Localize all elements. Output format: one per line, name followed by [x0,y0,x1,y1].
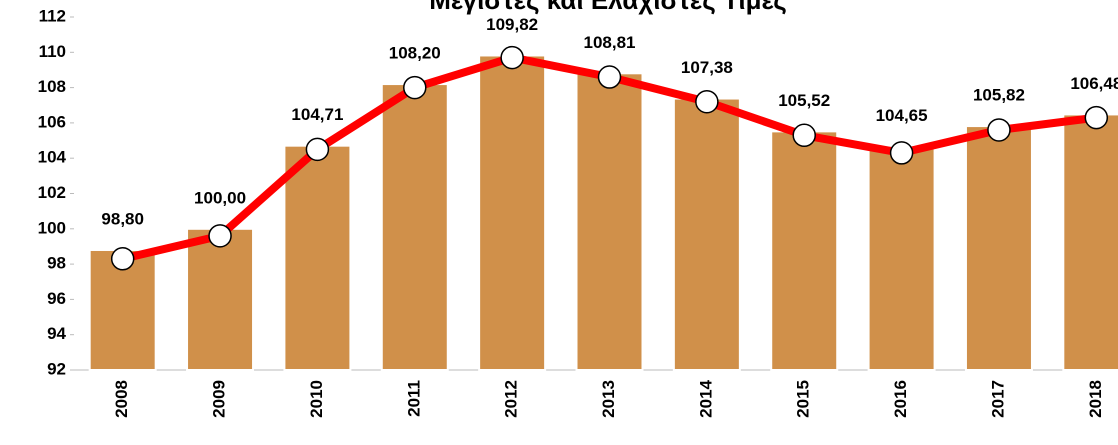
line-marker [403,75,427,100]
y-tick-label: 104 [38,148,67,167]
line-marker [792,123,816,148]
x-tick-label: 2014 [696,379,715,417]
line-marker [208,224,232,248]
line-marker [500,45,524,70]
x-tick-label: 2016 [891,380,910,418]
y-tick-label: 102 [38,183,66,202]
y-tick-label: 96 [47,289,66,308]
y-tick-label: 112 [39,6,66,25]
value-label: 105,52 [778,91,830,110]
line-marker [889,141,914,165]
x-tick-label: 2015 [794,380,813,418]
value-label: 108,20 [389,44,441,63]
y-tick-label: 110 [39,42,66,61]
x-tick-label: 2011 [404,380,423,417]
line-marker [987,118,1011,142]
chart-title: Μέγιστες και Ελάχιστες Τιμές [429,0,787,15]
y-tick-label: 108 [38,77,66,96]
y-tick-label: 92 [47,359,66,378]
line-marker [1084,105,1109,130]
bar [186,227,255,371]
x-tick-label: 2018 [1086,380,1105,418]
line-marker [305,137,330,162]
bar [575,72,644,371]
bar [283,144,352,371]
x-tick-label: 2012 [502,380,521,418]
bar [770,130,839,371]
value-label: 107,38 [681,58,733,77]
y-tick-label: 100 [38,218,66,237]
value-label: 105,82 [973,86,1025,105]
y-tick-label: 94 [47,324,66,343]
y-tick-label: 106 [38,112,66,131]
bar [672,97,741,371]
x-tick-label: 2017 [988,380,1007,418]
line-marker [597,65,622,89]
value-label: 104,71 [291,105,343,124]
y-tick-label: 98 [47,254,66,273]
value-label: 109,82 [486,15,538,34]
x-tick-label: 2009 [210,380,229,418]
value-label: 106,48 [1070,74,1118,93]
value-label: 108,81 [584,33,636,52]
bar [478,54,547,372]
bar [1062,113,1118,372]
x-tick-label: 2010 [307,380,326,418]
line-marker [695,89,719,114]
bar [964,125,1033,372]
value-label: 104,65 [876,106,928,125]
bar [867,145,936,371]
line-marker [110,247,135,271]
value-label: 98,80 [101,209,144,228]
x-tick-label: 2013 [599,380,618,418]
value-label: 100,00 [194,188,246,207]
x-tick-label: 2008 [112,380,131,418]
bar [380,83,449,371]
